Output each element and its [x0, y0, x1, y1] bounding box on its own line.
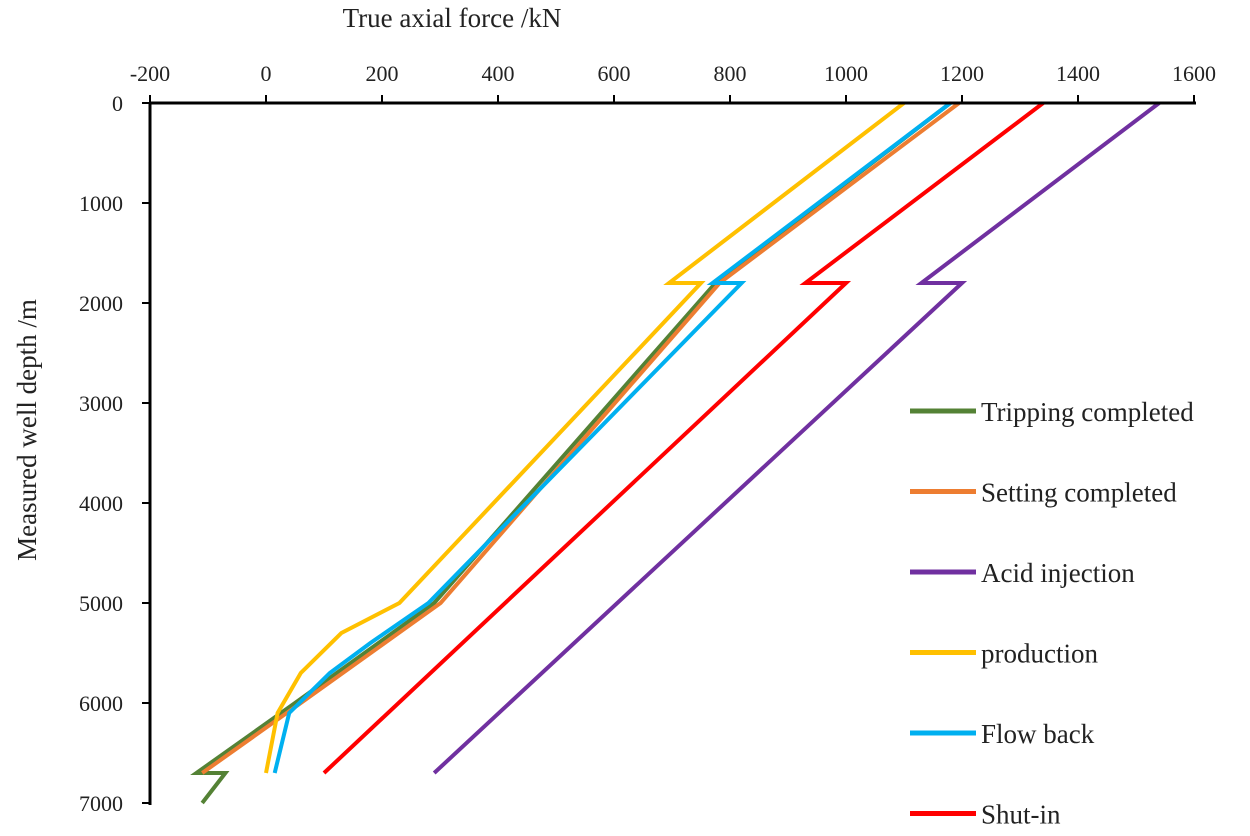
- x-tick-label: 0: [261, 61, 272, 86]
- y-tick-label: 7000: [79, 791, 123, 816]
- legend-label: production: [981, 639, 1098, 669]
- legend-label: Shut-in: [981, 800, 1061, 830]
- series-line-setting-completed: [201, 101, 961, 775]
- y-tick-label: 6000: [79, 691, 123, 716]
- y-tick-label: 5000: [79, 591, 123, 616]
- axes-layer: [148, 101, 1196, 805]
- legend-label: Setting completed: [981, 478, 1177, 508]
- legend: Tripping completed Setting completed Acid …: [910, 397, 1194, 830]
- series-line-shut-in: [322, 101, 1045, 775]
- x-tick-label: 1400: [1056, 61, 1100, 86]
- legend-label: Tripping completed: [981, 397, 1194, 427]
- x-axis-title: True axial force /kN: [343, 3, 562, 33]
- x-tick-label: 1600: [1172, 61, 1216, 86]
- x-tick-label: 1000: [824, 61, 868, 86]
- y-tick-label: 3000: [79, 391, 123, 416]
- legend-label: Acid injection: [981, 558, 1135, 588]
- series-line-production: [264, 101, 906, 774]
- y-axis-title: Measured well depth /m: [12, 299, 42, 561]
- x-tick-label: 200: [366, 61, 399, 86]
- legend-label: Flow back: [981, 719, 1095, 749]
- series-layer: [190, 101, 1161, 805]
- y-tick-label: 4000: [79, 491, 123, 516]
- series-line-acid-injection: [432, 101, 1161, 775]
- y-tick-label: 0: [112, 91, 123, 116]
- x-tick-label: 600: [598, 61, 631, 86]
- x-tick-label: -200: [130, 61, 170, 86]
- series-line-flow-back: [272, 101, 952, 774]
- y-ticks: 0 1000 2000 3000 4000 5000 6000 7000: [79, 91, 150, 816]
- x-ticks: -200 0 200 400 600 800 1000 1200 1400 1600: [130, 61, 1216, 103]
- x-tick-label: 800: [714, 61, 747, 86]
- y-tick-label: 1000: [79, 191, 123, 216]
- x-tick-label: 400: [482, 61, 515, 86]
- x-tick-label: 1200: [940, 61, 984, 86]
- y-tick-label: 2000: [79, 291, 123, 316]
